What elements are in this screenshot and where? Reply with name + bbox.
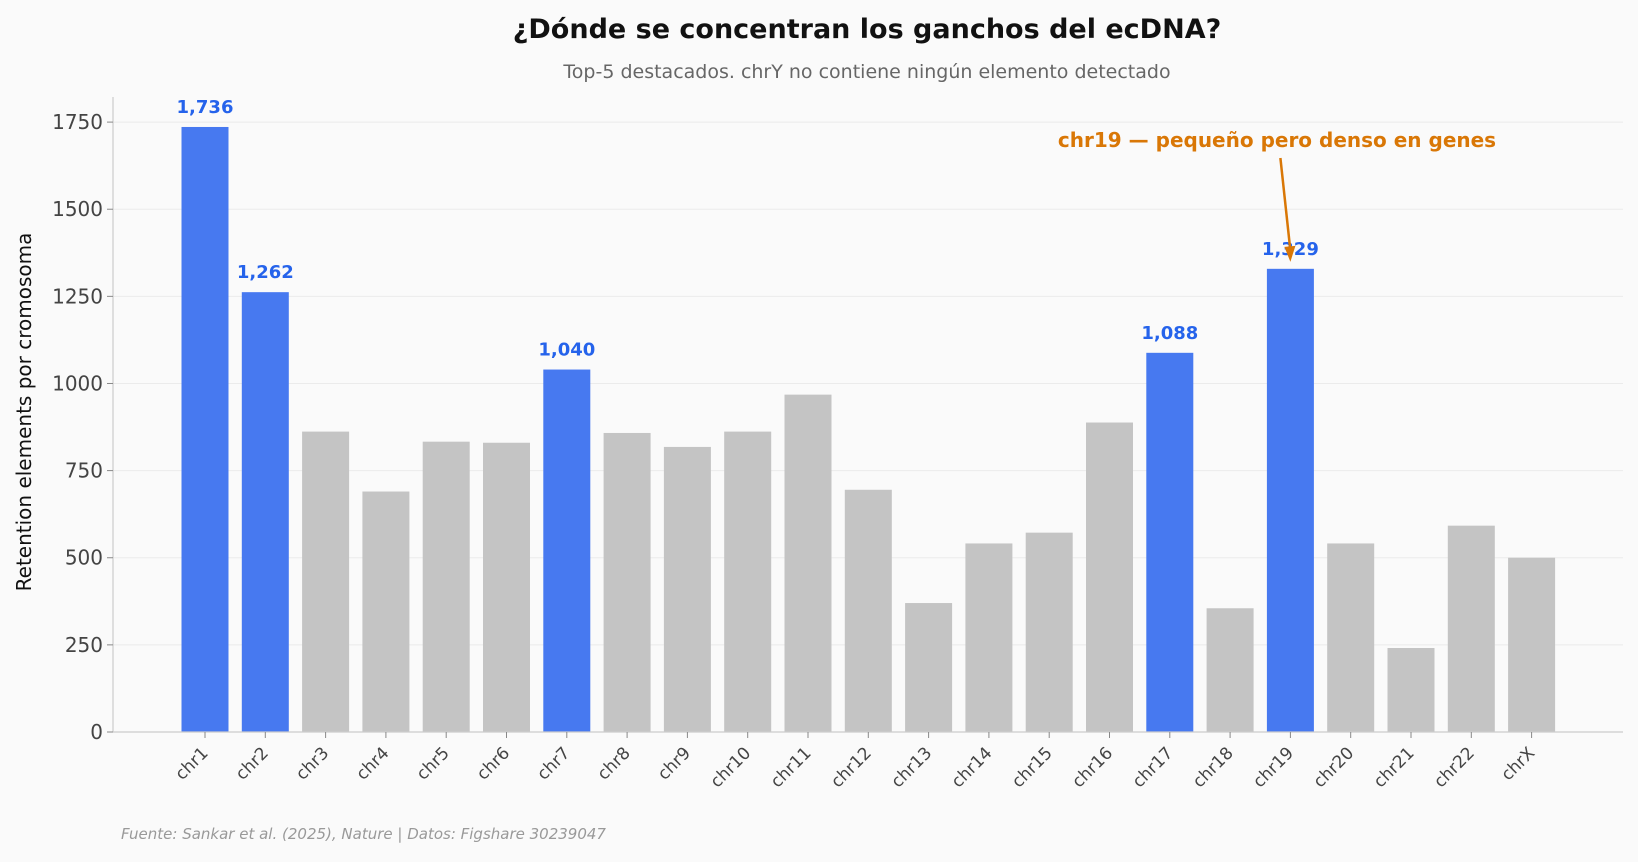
bar-chr8: [603, 432, 651, 732]
x-tick-label-chr15: chr15: [1008, 743, 1057, 792]
chart-title: ¿Dónde se concentran los ganchos del ecD…: [513, 14, 1222, 45]
data-label-chr17: 1,088: [1141, 323, 1198, 344]
bar-chr17: [1146, 352, 1194, 732]
bar-chr11: [784, 394, 832, 732]
x-tick-label-chr13: chr13: [888, 743, 937, 792]
bar-chr19: [1266, 268, 1314, 732]
bar-chr20: [1327, 543, 1375, 732]
bar-chr14: [965, 543, 1013, 732]
y-tick-label: 500: [65, 546, 103, 570]
bar-chr2: [241, 292, 289, 732]
x-tick-label-chr5: chr5: [413, 743, 454, 784]
bar-chr12: [844, 489, 892, 732]
data-label-chr7: 1,040: [538, 340, 595, 361]
annotation-arrow-line: [1279, 157, 1292, 251]
bar-chrX: [1508, 557, 1556, 732]
x-tick-label-chr19: chr19: [1249, 743, 1298, 792]
bar-chr13: [905, 603, 953, 732]
y-tick-label: 750: [65, 459, 103, 483]
x-tick-label-chr11: chr11: [767, 743, 816, 792]
bar-chr10: [724, 431, 772, 732]
data-label-chr2: 1,262: [237, 262, 294, 283]
x-tick-label-chr8: chr8: [594, 743, 635, 784]
x-tick-label-chr14: chr14: [948, 743, 997, 792]
y-tick-label: 1250: [52, 284, 103, 308]
x-tick-label-chr18: chr18: [1189, 743, 1238, 792]
x-tick-label-chr4: chr4: [352, 743, 393, 784]
bar-chr16: [1086, 422, 1133, 732]
bar-chr6: [483, 442, 530, 732]
x-tick-label-chrX: chrX: [1498, 743, 1540, 785]
x-tick-label-chr21: chr21: [1370, 743, 1419, 792]
x-tick-label-chr7: chr7: [533, 743, 574, 784]
x-tick-label-chr10: chr10: [707, 743, 756, 792]
bar-chr21: [1387, 648, 1435, 732]
x-tick-label-chr9: chr9: [654, 743, 695, 784]
y-tick-label: 1500: [52, 197, 103, 221]
annotation: chr19 — pequeño pero denso en genes: [1058, 128, 1496, 262]
bar-chr15: [1025, 532, 1073, 732]
y-tick-label: 250: [65, 633, 103, 657]
bar-chr5: [422, 441, 470, 732]
x-tick-label-chr6: chr6: [473, 743, 514, 784]
x-tick-label-chr22: chr22: [1430, 743, 1479, 792]
x-tick-label-chr12: chr12: [827, 743, 876, 792]
y-tick-label: 1750: [52, 110, 103, 134]
bar-chr9: [663, 446, 711, 732]
bar-chr22: [1447, 525, 1495, 732]
data-label-chr1: 1,736: [177, 97, 234, 118]
y-ticks: 0 250 500 750 1000 1250 1500 1750: [52, 110, 113, 744]
bar-chr4: [362, 491, 410, 732]
annotation-arrow-head: [1284, 245, 1296, 262]
source-note: Fuente: Sankar et al. (2025), Nature | D…: [121, 825, 606, 843]
x-tick-label-chr16: chr16: [1068, 743, 1117, 792]
y-tick-label: 0: [90, 720, 103, 744]
x-tick-label-chr3: chr3: [292, 743, 333, 784]
x-tick-label-chr20: chr20: [1310, 743, 1359, 792]
chart-subtitle: Top-5 destacados. chrY no contiene ningú…: [562, 61, 1170, 83]
bars: [181, 126, 1556, 733]
x-tick-label-chr17: chr17: [1129, 743, 1178, 792]
bar-chr18: [1206, 608, 1254, 732]
y-axis-label: Retention elements por cromosoma: [12, 233, 36, 592]
bar-chr7: [543, 369, 591, 732]
bar-chr3: [302, 431, 350, 732]
x-tick-label-chr1: chr1: [172, 743, 213, 784]
x-ticks: chr1 chr2 chr3 chr4 chr5 chr6 chr7 chr8 chr9 chr1…: [172, 732, 1540, 792]
y-tick-label: 1000: [52, 371, 103, 395]
bar-chr1: [181, 126, 229, 733]
annotation-text: chr19 — pequeño pero denso en genes: [1058, 128, 1496, 152]
x-tick-label-chr2: chr2: [232, 743, 273, 784]
